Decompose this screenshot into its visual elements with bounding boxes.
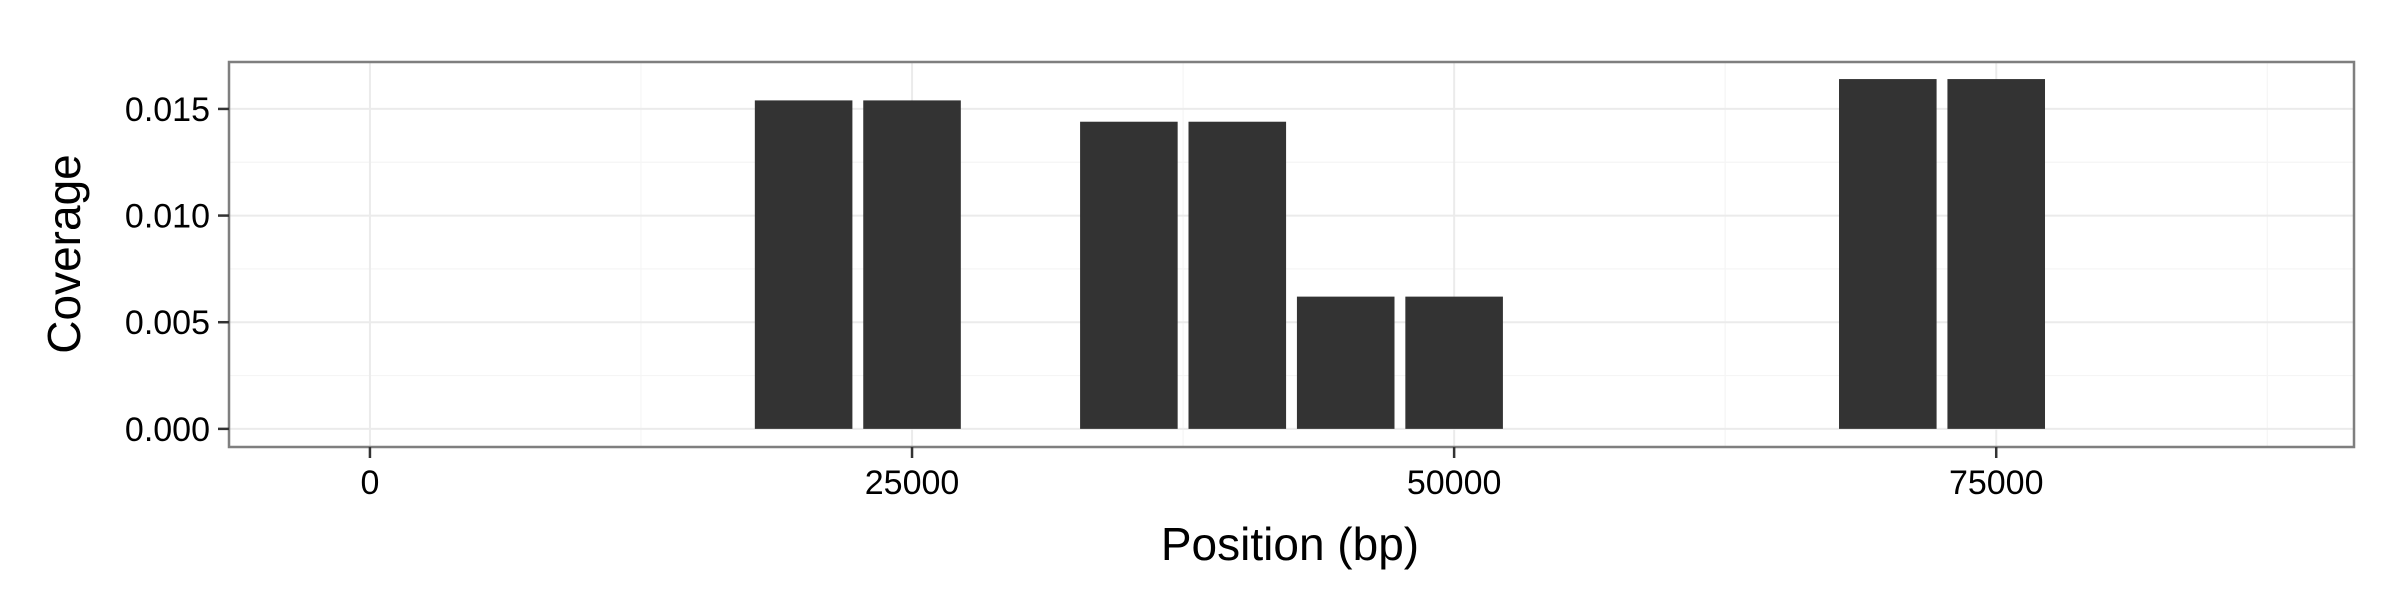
x-tick-label: 25000 — [865, 464, 960, 502]
bar — [863, 100, 961, 429]
bar — [1080, 121, 1178, 429]
bars-layer — [754, 79, 2046, 429]
ticks-layer: 0 25000 50000 75000 0.000 0.005 0.010 0.015 — [125, 91, 2044, 502]
bar — [1947, 79, 2046, 429]
bar — [1405, 296, 1503, 429]
bar — [1188, 121, 1287, 429]
bar — [1839, 79, 1937, 429]
y-axis-title: Coverage — [38, 154, 90, 353]
y-tick-label: 0.005 — [125, 304, 210, 342]
y-tick-label: 0.015 — [125, 91, 210, 129]
panel-border — [227, 60, 2356, 449]
x-tick-label: 50000 — [1407, 464, 1502, 502]
bar — [754, 100, 853, 429]
x-tick-label: 0 — [360, 464, 379, 502]
bar — [1296, 296, 1395, 429]
y-tick-label: 0.010 — [125, 198, 210, 236]
x-axis-title: Position (bp) — [1161, 518, 1419, 570]
x-tick-label: 75000 — [1949, 464, 2044, 502]
y-tick-label: 0.000 — [125, 411, 210, 449]
